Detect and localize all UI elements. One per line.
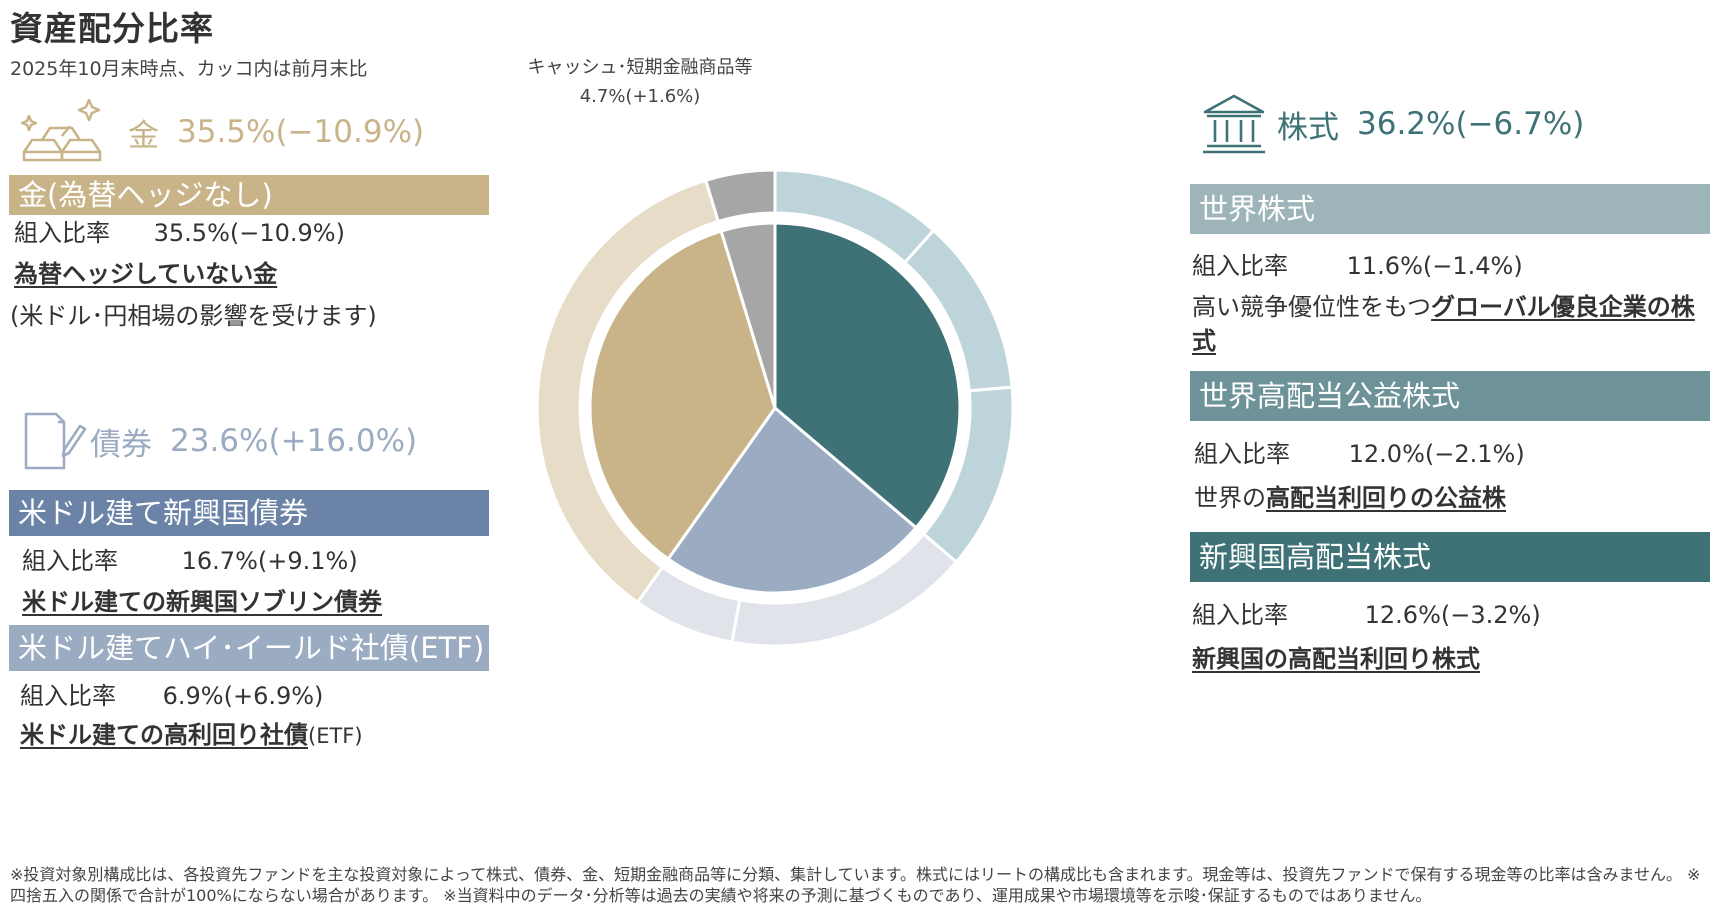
stock-fund-band-1: 世界株式 bbox=[1190, 184, 1710, 234]
page-subtitle: 2025年10月末時点、カッコ内は前月末比 bbox=[10, 58, 368, 80]
stock-fund-3-ratio-value: 12.6%(−3.2%) bbox=[1364, 601, 1541, 629]
stock-fund-2-desc-link: 高配当利回りの公益株 bbox=[1266, 484, 1506, 512]
gold-fund-band: 金(為替ヘッジなし) bbox=[9, 175, 489, 215]
stock-category-value: 36.2%(−6.7%) bbox=[1357, 106, 1585, 142]
outer-ring bbox=[535, 168, 1015, 648]
bond-fund-band-1: 米ドル建て新興国債券 bbox=[9, 490, 489, 536]
bond-fund-1-desc: 米ドル建ての新興国ソブリン債券 bbox=[22, 582, 382, 617]
gold-desc: 為替ヘッジしていない金 bbox=[14, 254, 277, 289]
bond-fund-2-ratio-label: 組入比率 bbox=[20, 682, 116, 710]
stock-fund-2-ratio-value: 12.0%(−2.1%) bbox=[1348, 440, 1525, 468]
stock-fund-2-ratio-row: 組入比率 12.0%(−2.1%) bbox=[1194, 434, 1525, 469]
gold-bars-icon bbox=[14, 96, 114, 168]
gold-desc-note: (米ドル･円相場の影響を受けます) bbox=[10, 302, 377, 330]
inner-pie bbox=[588, 221, 962, 595]
gold-desc-link: 為替ヘッジしていない金 bbox=[14, 260, 278, 288]
stock-fund-3-desc-link: 新興国の高配当利回り株式 bbox=[1192, 645, 1480, 673]
footnote: ※投資対象別構成比は、各投資先ファンドを主な投資対象によって株式、債券、金、短期… bbox=[10, 865, 1701, 905]
stock-fund-1-ratio-label: 組入比率 bbox=[1192, 252, 1288, 280]
stock-heading: 株式 36.2%(−6.7%) bbox=[1201, 92, 1584, 156]
gold-ratio-value: 35.5%(−10.9%) bbox=[153, 219, 345, 247]
gold-category-value: 35.5%(−10.9%) bbox=[177, 114, 425, 150]
inner-slice-bond bbox=[666, 405, 919, 595]
stock-fund-1-desc: 高い競争優位性をもつグローバル優良企業の株式 bbox=[1192, 290, 1712, 358]
bond-heading: 債券 23.6%(+16.0%) bbox=[22, 410, 417, 472]
inner-slice-stock bbox=[773, 221, 962, 530]
inner-slice-gold bbox=[588, 229, 777, 562]
gold-category-name: 金 bbox=[128, 117, 159, 154]
stock-fund-1-ratio-row: 組入比率 11.6%(−1.4%) bbox=[1192, 246, 1523, 281]
bank-building-icon bbox=[1201, 92, 1267, 156]
bond-fund-2-desc: 米ドル建ての高利回り社債(ETF) bbox=[20, 715, 363, 750]
gold-heading: 金 35.5%(−10.9%) bbox=[14, 96, 424, 168]
stock-fund-3-desc: 新興国の高配当利回り株式 bbox=[1192, 639, 1480, 674]
bond-category-value: 23.6%(+16.0%) bbox=[170, 423, 418, 459]
cash-category-value: 4.7%(+1.6%) bbox=[579, 86, 701, 107]
inner-slice-cash bbox=[719, 221, 777, 409]
bond-fund-1-ratio-label: 組入比率 bbox=[22, 547, 118, 575]
page-title: 資産配分比率 bbox=[10, 9, 214, 48]
bond-fund-band-2: 米ドル建てハイ･イールド社債(ETF) bbox=[9, 625, 489, 671]
gold-ratio-row: 組入比率 35.5%(−10.9%) bbox=[14, 213, 345, 248]
stock-fund-1-desc-link: グローバル優良企業の株式 bbox=[1192, 293, 1695, 355]
bond-fund-2-ratio-row: 組入比率 6.9%(+6.9%) bbox=[20, 676, 323, 711]
allocation-donut-chart bbox=[535, 168, 1015, 648]
bond-fund-2-ratio-value: 6.9%(+6.9%) bbox=[162, 682, 324, 710]
bond-fund-1-ratio-value: 16.7%(+9.1%) bbox=[181, 547, 358, 575]
stock-fund-2-desc-head: 世界の bbox=[1194, 484, 1266, 512]
cash-category-name: キャッシュ･短期金融商品等 bbox=[527, 57, 753, 78]
stock-fund-band-3: 新興国高配当株式 bbox=[1190, 532, 1710, 582]
stock-fund-3-ratio-row: 組入比率 12.6%(−3.2%) bbox=[1192, 595, 1541, 630]
stock-category-name: 株式 bbox=[1277, 109, 1339, 146]
document-pen-icon bbox=[22, 410, 88, 472]
stock-fund-2-ratio-label: 組入比率 bbox=[1194, 440, 1290, 468]
stock-fund-1-ratio-value: 11.6%(−1.4%) bbox=[1346, 252, 1523, 280]
stock-fund-1-desc-head: 高い競争優位性をもつ bbox=[1192, 293, 1432, 321]
bond-fund-2-desc-tail: (ETF) bbox=[308, 724, 363, 748]
stock-fund-2-desc: 世界の高配当利回りの公益株 bbox=[1194, 478, 1506, 513]
bond-fund-1-ratio-row: 組入比率 16.7%(+9.1%) bbox=[22, 541, 358, 576]
bond-category-name: 債券 bbox=[90, 426, 152, 463]
bond-fund-2-desc-link: 米ドル建ての高利回り社債 bbox=[20, 721, 308, 749]
bond-fund-1-desc-link: 米ドル建ての新興国ソブリン債券 bbox=[22, 588, 382, 616]
gold-ratio-label: 組入比率 bbox=[14, 219, 110, 247]
stock-fund-3-ratio-label: 組入比率 bbox=[1192, 601, 1288, 629]
stock-fund-band-2: 世界高配当公益株式 bbox=[1190, 371, 1710, 421]
outer-slice-cash bbox=[703, 168, 777, 224]
